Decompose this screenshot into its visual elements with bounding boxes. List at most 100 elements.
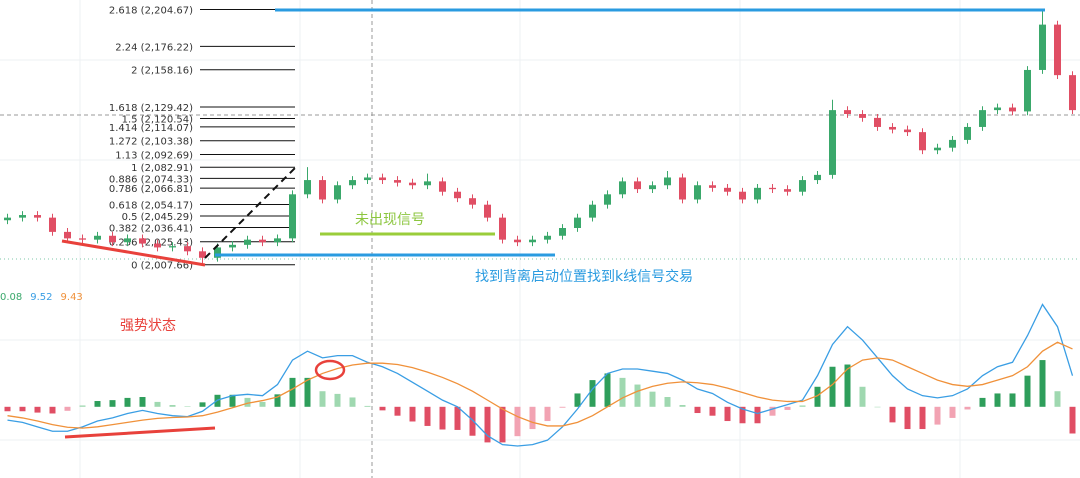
candle-body <box>814 174 821 181</box>
candle-body <box>964 126 971 140</box>
trend-line <box>64 426 216 439</box>
candle-body <box>349 180 356 186</box>
annotation: 强势状态 <box>120 318 176 334</box>
candle-body <box>1069 75 1076 111</box>
candle-body <box>289 194 296 239</box>
histogram-bar <box>784 406 791 410</box>
histogram-bar <box>649 391 656 407</box>
histogram-bar <box>829 366 836 407</box>
candle-body <box>139 238 146 244</box>
histogram-bar <box>799 405 806 407</box>
candle-body <box>169 246 176 248</box>
candle-body <box>1039 24 1046 70</box>
histogram-bar <box>844 364 851 407</box>
histogram-bar <box>454 406 461 430</box>
candle-body <box>64 231 71 239</box>
histogram-bar <box>274 394 281 407</box>
fib-label: 1.5 (2,120.54) <box>122 114 194 125</box>
candle-body <box>709 185 716 188</box>
histogram-bar <box>424 406 431 426</box>
histogram-bar <box>469 406 476 436</box>
histogram-bar <box>1054 391 1061 407</box>
histogram-bar <box>994 393 1001 407</box>
candle-body <box>34 215 41 218</box>
fib-label: 1.414 (2,114.07) <box>109 123 193 134</box>
candle-body <box>319 180 326 200</box>
histogram-bar <box>169 405 176 407</box>
fib-label: 1.13 (2,092.69) <box>115 151 193 162</box>
candle-body <box>604 194 611 205</box>
fib-label: 2 (2,158.16) <box>131 66 193 77</box>
histogram-bar <box>334 393 341 407</box>
histogram-bar <box>979 397 986 407</box>
candle-body <box>904 129 911 133</box>
histogram-bar <box>319 391 326 407</box>
histogram-bar <box>1069 406 1076 434</box>
histogram-bar <box>634 384 641 407</box>
fib-label: 0.382 (2,036.41) <box>109 223 193 234</box>
candle-body <box>379 177 386 181</box>
histogram-bar <box>964 406 971 410</box>
histogram-bar <box>919 406 926 430</box>
candle-body <box>1054 24 1061 76</box>
indicator-readout: 0.08 <box>0 292 22 303</box>
candle-body <box>979 110 986 127</box>
histogram-bar <box>184 406 191 407</box>
candle-body <box>4 217 11 221</box>
histogram-bar <box>664 397 671 407</box>
candle-body <box>529 239 536 243</box>
histogram-bar <box>379 406 386 411</box>
candle-body <box>334 185 341 200</box>
macd-line <box>7 303 1074 447</box>
candle-body <box>634 181 641 190</box>
fib-label: 2.618 (2,204.67) <box>109 5 193 16</box>
histogram-bar <box>199 402 206 407</box>
histogram-bar <box>589 380 596 407</box>
fib-label: 2.24 (2,176.22) <box>115 42 193 53</box>
annotation: 未出现信号 <box>355 212 425 228</box>
histogram-bar <box>1009 393 1016 407</box>
histogram-bar <box>769 406 776 416</box>
candle-body <box>214 247 221 258</box>
candle-body <box>1024 69 1031 112</box>
candle-body <box>304 180 311 195</box>
histogram-bar <box>1024 375 1031 407</box>
histogram-bar <box>1039 360 1046 407</box>
histogram-bar <box>514 406 521 437</box>
histogram-bar <box>619 377 626 407</box>
histogram-bar <box>904 406 911 430</box>
candle-body <box>49 217 56 232</box>
histogram-bar <box>484 406 491 443</box>
projection-line <box>204 167 296 259</box>
histogram-bar <box>814 386 821 407</box>
candle-body <box>469 198 476 205</box>
histogram-bar <box>709 406 716 416</box>
candle-body <box>439 181 446 192</box>
fib-label: 0.618 (2,054.17) <box>109 200 193 211</box>
histogram-bar <box>154 401 161 407</box>
histogram-bar <box>859 386 866 407</box>
candle-body <box>79 238 86 240</box>
candle-body <box>229 244 236 248</box>
candle-body <box>484 204 491 218</box>
candle-body <box>679 177 686 200</box>
candle-body <box>574 217 581 228</box>
fib-label: 0.236 (2,025.43) <box>109 238 193 249</box>
candle-body <box>889 126 896 130</box>
candle-body <box>109 235 116 243</box>
histogram-bar <box>49 406 56 414</box>
candle-body <box>649 185 656 190</box>
histogram-bar <box>949 406 956 418</box>
histogram-bar <box>754 406 761 424</box>
histogram-bar <box>409 406 416 422</box>
histogram-bar <box>724 406 731 422</box>
candle-body <box>364 177 371 181</box>
histogram-bar <box>139 397 146 407</box>
histogram-bar <box>94 401 101 407</box>
histogram-bar <box>739 406 746 424</box>
candle-body <box>499 217 506 240</box>
candle-body <box>664 177 671 186</box>
histogram-bar <box>304 377 311 407</box>
fib-label: 0.886 (2,074.33) <box>109 174 193 185</box>
